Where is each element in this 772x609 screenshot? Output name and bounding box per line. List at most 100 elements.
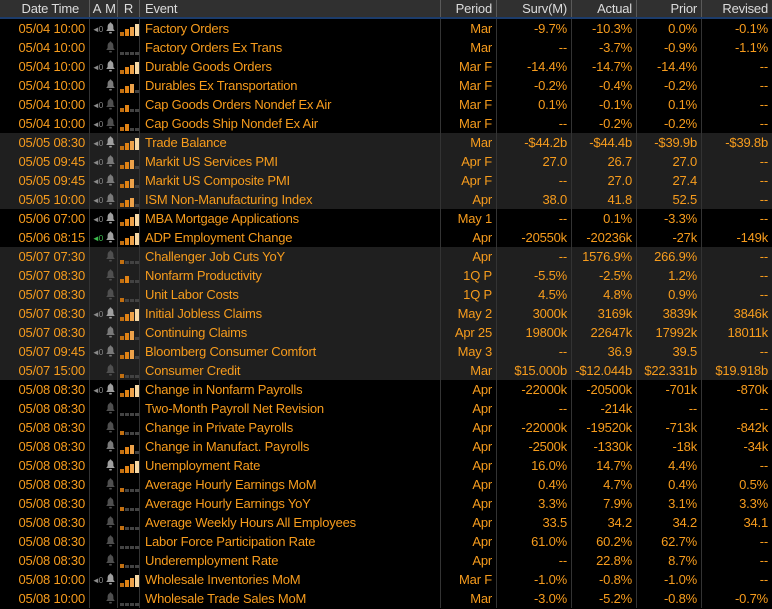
alarm-cell[interactable] (104, 380, 118, 399)
alarm-cell[interactable] (104, 133, 118, 152)
event-row[interactable]: 05/08 10:00 ◄0 Wholesale Trade Sales MoM… (0, 589, 772, 608)
alarm-cell[interactable] (104, 589, 118, 608)
alarm-cell[interactable] (104, 475, 118, 494)
alarm-cell[interactable] (104, 551, 118, 570)
alarm-cell[interactable] (104, 114, 118, 133)
event-name[interactable]: Nonfarm Productivity (140, 266, 441, 285)
event-name[interactable]: Markit US Services PMI (140, 152, 441, 171)
alarm-cell[interactable] (104, 323, 118, 342)
event-name[interactable]: ISM Non-Manufacturing Index (140, 190, 441, 209)
alarm-cell[interactable] (104, 190, 118, 209)
alarm-cell[interactable] (104, 418, 118, 437)
event-name[interactable]: Durables Ex Transportation (140, 76, 441, 95)
alarm-cell[interactable] (104, 228, 118, 247)
col-header-revised[interactable]: Revised (722, 1, 768, 16)
event-row[interactable]: 05/04 10:00 ◄0 Cap Goods Orders Nondef E… (0, 95, 772, 114)
event-row[interactable]: 05/07 08:30 ◄0 Continuing Claims Apr 25 … (0, 323, 772, 342)
alarm-cell[interactable] (104, 57, 118, 76)
event-row[interactable]: 05/07 08:30 ◄0 Unit Labor Costs 1Q P 4.5… (0, 285, 772, 304)
event-row[interactable]: 05/07 09:45 ◄0 Bloomberg Consumer Comfor… (0, 342, 772, 361)
col-header-actual[interactable]: Actual (572, 0, 637, 17)
event-row[interactable]: 05/05 09:45 ◄0 Markit US Services PMI Ap… (0, 152, 772, 171)
event-row[interactable]: 05/08 08:30 ◄0 Two-Month Payroll Net Rev… (0, 399, 772, 418)
event-name[interactable]: Change in Manufact. Payrolls (140, 437, 441, 456)
alarm-cell[interactable] (104, 76, 118, 95)
event-row[interactable]: 05/07 08:30 ◄0 Nonfarm Productivity 1Q P… (0, 266, 772, 285)
event-name[interactable]: Labor Force Participation Rate (140, 532, 441, 551)
event-name[interactable]: Change in Private Payrolls (140, 418, 441, 437)
alarm-cell[interactable] (104, 171, 118, 190)
event-name[interactable]: Average Hourly Earnings MoM (140, 475, 441, 494)
col-header-relevance[interactable]: R (118, 0, 140, 17)
event-row[interactable]: 05/08 08:30 ◄0 Labor Force Participation… (0, 532, 772, 551)
event-name[interactable]: Durable Goods Orders (140, 57, 441, 76)
event-row[interactable]: 05/06 07:00 ◄0 MBA Mortgage Applications… (0, 209, 772, 228)
event-row[interactable]: 05/08 08:30 ◄0 Change in Nonfarm Payroll… (0, 380, 772, 399)
event-name[interactable]: Bloomberg Consumer Comfort (140, 342, 441, 361)
event-row[interactable]: 05/07 15:00 ◄0 Consumer Credit Mar $15.0… (0, 361, 772, 380)
event-row[interactable]: 05/04 10:00 ◄0 Durables Ex Transportatio… (0, 76, 772, 95)
alarm-cell[interactable] (104, 38, 118, 57)
event-name[interactable]: Change in Nonfarm Payrolls (140, 380, 441, 399)
col-header-audio[interactable]: A (92, 1, 102, 16)
alarm-cell[interactable] (104, 437, 118, 456)
event-name[interactable]: Cap Goods Orders Nondef Ex Air (140, 95, 441, 114)
event-name[interactable]: Initial Jobless Claims (140, 304, 441, 323)
event-name[interactable]: Two-Month Payroll Net Revision (140, 399, 441, 418)
event-name[interactable]: Wholesale Inventories MoM (140, 570, 441, 589)
event-row[interactable]: 05/08 08:30 ◄0 Change in Manufact. Payro… (0, 437, 772, 456)
event-name[interactable]: Cap Goods Ship Nondef Ex Air (140, 114, 441, 133)
col-header-date-time[interactable]: Date Time (0, 0, 90, 17)
event-name[interactable]: Continuing Claims (140, 323, 441, 342)
alarm-cell[interactable] (104, 152, 118, 171)
alarm-cell[interactable] (104, 266, 118, 285)
event-row[interactable]: 05/07 07:30 ◄0 Challenger Job Cuts YoY A… (0, 247, 772, 266)
event-row[interactable]: 05/08 08:30 ◄0 Average Hourly Earnings M… (0, 475, 772, 494)
col-header-survey[interactable]: Surv(M) (497, 0, 572, 17)
event-row[interactable]: 05/08 08:30 ◄0 Underemployment Rate Apr … (0, 551, 772, 570)
event-row[interactable]: 05/05 08:30 ◄0 Trade Balance Mar -$44.2b… (0, 133, 772, 152)
event-row[interactable]: 05/08 10:00 ◄0 Wholesale Inventories MoM… (0, 570, 772, 589)
event-row[interactable]: 05/06 08:15 ◄0 ADP Employment Change Apr… (0, 228, 772, 247)
alarm-cell[interactable] (104, 285, 118, 304)
event-name[interactable]: Unit Labor Costs (140, 285, 441, 304)
event-name[interactable]: Average Weekly Hours All Employees (140, 513, 441, 532)
alarm-cell[interactable] (104, 304, 118, 323)
event-name[interactable]: Average Hourly Earnings YoY (140, 494, 441, 513)
col-header-period[interactable]: Period (441, 0, 497, 17)
event-name[interactable]: Underemployment Rate (140, 551, 441, 570)
event-row[interactable]: 05/08 08:30 ◄0 Unemployment Rate Apr 16.… (0, 456, 772, 475)
event-row[interactable]: 05/08 08:30 ◄0 Average Hourly Earnings Y… (0, 494, 772, 513)
event-row[interactable]: 05/04 10:00 ◄0 Factory Orders Mar -9.7% … (0, 19, 772, 38)
alarm-cell[interactable] (104, 342, 118, 361)
event-name[interactable]: Challenger Job Cuts YoY (140, 247, 441, 266)
event-name[interactable]: ADP Employment Change (140, 228, 441, 247)
alarm-cell[interactable] (104, 456, 118, 475)
event-row[interactable]: 05/08 08:30 ◄0 Average Weekly Hours All … (0, 513, 772, 532)
alarm-cell[interactable] (104, 209, 118, 228)
event-row[interactable]: 05/04 10:00 ◄0 Factory Orders Ex Trans M… (0, 38, 772, 57)
event-name[interactable]: Trade Balance (140, 133, 441, 152)
col-header-alarm[interactable]: M (104, 0, 118, 17)
alarm-cell[interactable] (104, 570, 118, 589)
col-header-prior[interactable]: Prior (637, 0, 702, 17)
alarm-cell[interactable] (104, 532, 118, 551)
event-row[interactable]: 05/04 10:00 ◄0 Durable Goods Orders Mar … (0, 57, 772, 76)
event-row[interactable]: 05/05 09:45 ◄0 Markit US Composite PMI A… (0, 171, 772, 190)
event-name[interactable]: MBA Mortgage Applications (140, 209, 441, 228)
event-name[interactable]: Factory Orders (140, 19, 441, 38)
alarm-cell[interactable] (104, 247, 118, 266)
col-header-event[interactable]: Event (140, 0, 441, 17)
alarm-cell[interactable] (104, 95, 118, 114)
event-row[interactable]: 05/08 08:30 ◄0 Change in Private Payroll… (0, 418, 772, 437)
event-name[interactable]: Factory Orders Ex Trans (140, 38, 441, 57)
event-row[interactable]: 05/07 08:30 ◄0 Initial Jobless Claims Ma… (0, 304, 772, 323)
event-row[interactable]: 05/05 10:00 ◄0 ISM Non-Manufacturing Ind… (0, 190, 772, 209)
alarm-cell[interactable] (104, 513, 118, 532)
alarm-cell[interactable] (104, 19, 118, 38)
alarm-cell[interactable] (104, 399, 118, 418)
alarm-cell[interactable] (104, 361, 118, 380)
event-name[interactable]: Consumer Credit (140, 361, 441, 380)
event-name[interactable]: Unemployment Rate (140, 456, 441, 475)
event-row[interactable]: 05/04 10:00 ◄0 Cap Goods Ship Nondef Ex … (0, 114, 772, 133)
